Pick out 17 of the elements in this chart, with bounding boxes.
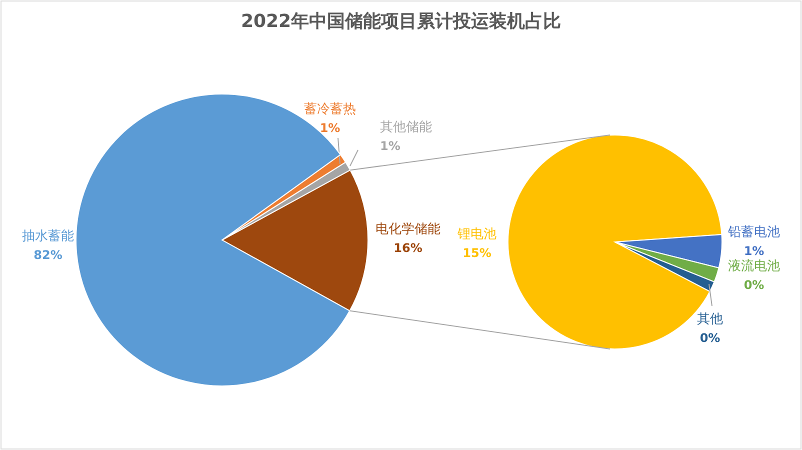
data-label: 1% (380, 139, 400, 153)
slice-label: 其他储能 (380, 120, 432, 135)
slice-label: 液流电池 (728, 258, 780, 274)
data-label: 16% (394, 241, 422, 255)
chart-title: 2022年中国储能项目累计投运装机占比 (240, 11, 562, 32)
data-label: 1% (744, 244, 764, 258)
slice-label: 锂电池 (456, 227, 496, 242)
data-label: 15% (462, 246, 492, 260)
data-label: 1% (320, 121, 340, 135)
slice-label: 蓄冷蓄热 (304, 102, 356, 117)
slice-label: 抽水蓄能 (22, 229, 74, 244)
slice-label: 电化学储能 (376, 222, 440, 237)
slice-label: 其他 (697, 312, 723, 327)
data-label: 0% (700, 331, 720, 345)
data-label: 82% (34, 248, 62, 262)
data-label: 0% (744, 278, 764, 292)
slice-label: 铅蓄电池 (727, 225, 780, 240)
